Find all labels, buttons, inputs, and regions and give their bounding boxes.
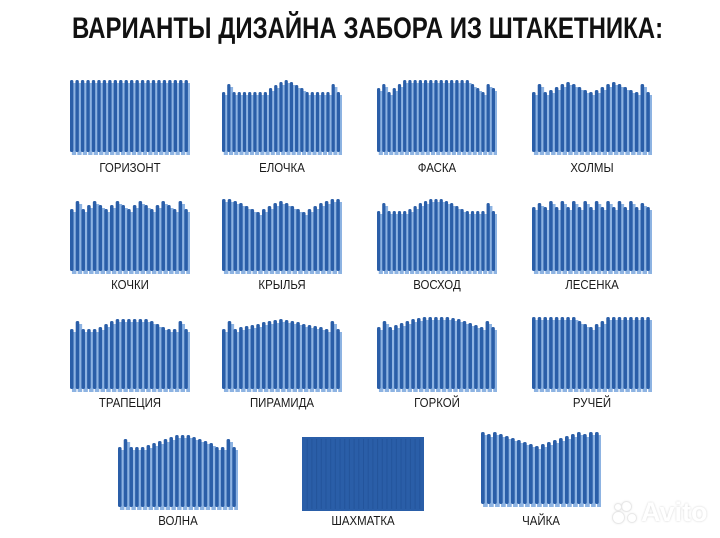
fence-illustration-icon bbox=[532, 82, 652, 155]
fence-variant-label: ГОРКОЙ bbox=[414, 395, 460, 410]
fence-variant-label: ФАСКА bbox=[417, 160, 457, 175]
fence-variant-label: ЛЕСЕНКА bbox=[565, 277, 619, 292]
fence-variant-label: ШАХМАТКА bbox=[331, 513, 395, 528]
fence-illustration-icon bbox=[377, 80, 497, 155]
fence-variant-label: ВОСХОД bbox=[413, 277, 461, 292]
fence-variant bbox=[302, 433, 424, 515]
fence-variant-label: ТРАПЕЦИЯ bbox=[98, 395, 162, 410]
fence-illustration-icon bbox=[70, 80, 190, 155]
fence-variant-label: КРЫЛЬЯ bbox=[258, 277, 306, 292]
fence-illustration-icon bbox=[532, 201, 652, 274]
fence-illustration-icon bbox=[532, 317, 652, 392]
fence-variant bbox=[377, 315, 497, 393]
fence-variant bbox=[222, 78, 342, 156]
avito-watermark: Avito bbox=[612, 497, 708, 528]
fence-variant bbox=[70, 197, 190, 275]
fence-illustration-icon bbox=[377, 199, 497, 274]
fence-variant bbox=[532, 197, 652, 275]
fence-illustration-icon bbox=[222, 319, 342, 392]
fence-variant bbox=[377, 197, 497, 275]
fence-variant bbox=[222, 315, 342, 393]
fence-variant bbox=[532, 78, 652, 156]
fence-variant bbox=[222, 197, 342, 275]
fence-variant bbox=[70, 315, 190, 393]
fence-variant-label: ПИРАМИДА bbox=[249, 395, 315, 410]
fence-variant-label: РУЧЕЙ bbox=[572, 395, 612, 410]
fence-variant bbox=[481, 430, 601, 508]
page-title: ВАРИАНТЫ ДИЗАЙНА ЗАБОРА ИЗ ШТАКЕТНИКА: bbox=[72, 12, 664, 45]
fence-variant bbox=[532, 315, 652, 393]
fence-variant bbox=[377, 78, 497, 156]
fence-illustration-icon bbox=[222, 80, 342, 155]
fence-illustration-icon bbox=[302, 437, 424, 511]
fence-illustration-icon bbox=[70, 319, 190, 392]
avito-logo-icon bbox=[612, 500, 638, 525]
fence-variant bbox=[118, 433, 238, 511]
fence-variant-label: ХОЛМЫ bbox=[570, 160, 614, 175]
fence-illustration-icon bbox=[377, 317, 497, 392]
fence-variant-label: ЕЛОЧКА bbox=[259, 160, 305, 175]
fence-variant-label: ВОЛНА bbox=[158, 513, 198, 528]
fence-variant-label: ЧАЙКА bbox=[522, 513, 560, 528]
fence-variant bbox=[70, 78, 190, 156]
fence-variant-label: ГОРИЗОНТ bbox=[99, 160, 161, 175]
fence-illustration-icon bbox=[481, 432, 601, 507]
fence-illustration-icon bbox=[222, 199, 342, 274]
fence-variant-label: КОЧКИ bbox=[111, 277, 149, 292]
fence-illustration-icon bbox=[118, 435, 238, 510]
avito-text: Avito bbox=[641, 497, 708, 527]
fence-illustration-icon bbox=[70, 201, 190, 274]
